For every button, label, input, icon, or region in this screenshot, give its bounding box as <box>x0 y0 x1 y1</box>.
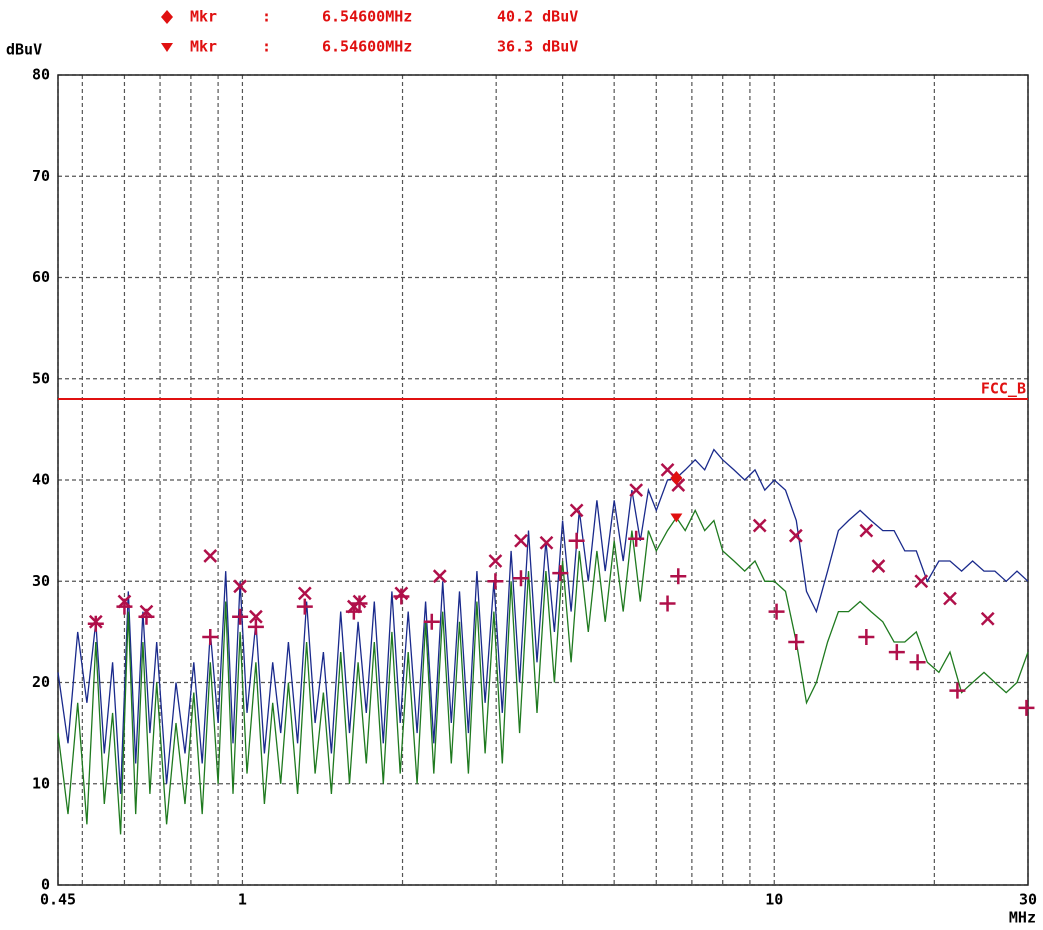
diamond-marker <box>161 10 173 24</box>
plus-marker <box>670 568 687 585</box>
plus-marker <box>232 608 249 625</box>
cross-marker <box>752 518 767 533</box>
plus-marker <box>858 628 875 645</box>
y-tick-label: 50 <box>32 369 50 387</box>
plus-marker <box>87 615 104 632</box>
plus-marker <box>487 573 504 590</box>
plus-marker <box>296 598 313 615</box>
marker-frequency: 6.54600MHz <box>322 38 412 56</box>
plus-marker <box>659 595 676 612</box>
y-tick-label: 30 <box>32 572 50 590</box>
marker-separator: : <box>262 8 271 26</box>
cross-marker <box>943 591 957 606</box>
limit-label: FCC_B <box>981 380 1026 398</box>
marker-frequency: 6.54600MHz <box>322 8 412 26</box>
plus-marker <box>351 595 368 612</box>
cross-marker <box>859 523 874 538</box>
triangle-marker <box>161 43 173 52</box>
plus-marker <box>423 613 440 630</box>
cross-marker <box>514 533 528 548</box>
trace <box>57 448 1029 794</box>
plus-marker <box>393 588 410 605</box>
cross-marker <box>871 559 886 573</box>
plus-marker <box>512 570 529 587</box>
plus-marker <box>138 608 155 625</box>
marker-level: 40.2 dBuV <box>497 8 578 26</box>
x-tick-label: 10 <box>765 891 783 909</box>
cross-marker <box>539 535 554 550</box>
plus-marker <box>568 532 585 549</box>
cross-marker <box>629 483 644 498</box>
cross-marker <box>660 462 675 477</box>
x-axis-label: MHz <box>1009 909 1036 927</box>
plot-frame <box>57 74 1029 886</box>
cross-marker <box>233 579 247 594</box>
x-tick-label: 30 <box>1019 891 1037 909</box>
y-tick-label: 60 <box>32 268 50 286</box>
x-tick-label: 1 <box>238 891 247 909</box>
plus-marker <box>628 530 645 547</box>
marker-label: Mkr <box>190 8 217 26</box>
cross-marker <box>980 611 995 626</box>
plus-marker <box>345 603 362 620</box>
plus-marker <box>247 618 264 635</box>
plus-marker <box>888 644 905 661</box>
cross-marker <box>432 569 447 584</box>
cross-marker <box>569 503 584 518</box>
cross-marker <box>488 554 503 568</box>
plus-marker <box>949 682 966 699</box>
plus-marker <box>788 634 805 650</box>
plus-marker <box>768 603 785 620</box>
trace <box>57 508 1029 835</box>
marker-separator: : <box>262 38 271 56</box>
y-tick-label: 70 <box>32 167 50 185</box>
marker-level: 36.3 dBuV <box>497 38 578 56</box>
plus-marker <box>202 628 219 645</box>
plus-marker <box>909 654 926 671</box>
plus-marker <box>552 565 569 582</box>
y-tick-label: 10 <box>32 774 50 792</box>
plus-marker <box>1018 699 1035 716</box>
y-axis-label: dBuV <box>6 41 42 59</box>
cross-marker <box>249 609 263 624</box>
cross-marker <box>788 528 803 543</box>
diamond-marker <box>670 470 683 485</box>
y-tick-label: 80 <box>32 66 50 84</box>
x-tick-label: 0.45 <box>40 891 76 909</box>
cross-marker <box>914 574 929 589</box>
y-tick-label: 40 <box>32 471 50 489</box>
cross-marker <box>203 549 218 563</box>
plus-marker <box>116 598 133 615</box>
triangle-marker <box>670 513 683 523</box>
y-tick-label: 20 <box>32 673 50 691</box>
cross-marker <box>297 586 312 601</box>
y-tick-label: 0 <box>41 876 50 894</box>
marker-label: Mkr <box>190 38 217 56</box>
